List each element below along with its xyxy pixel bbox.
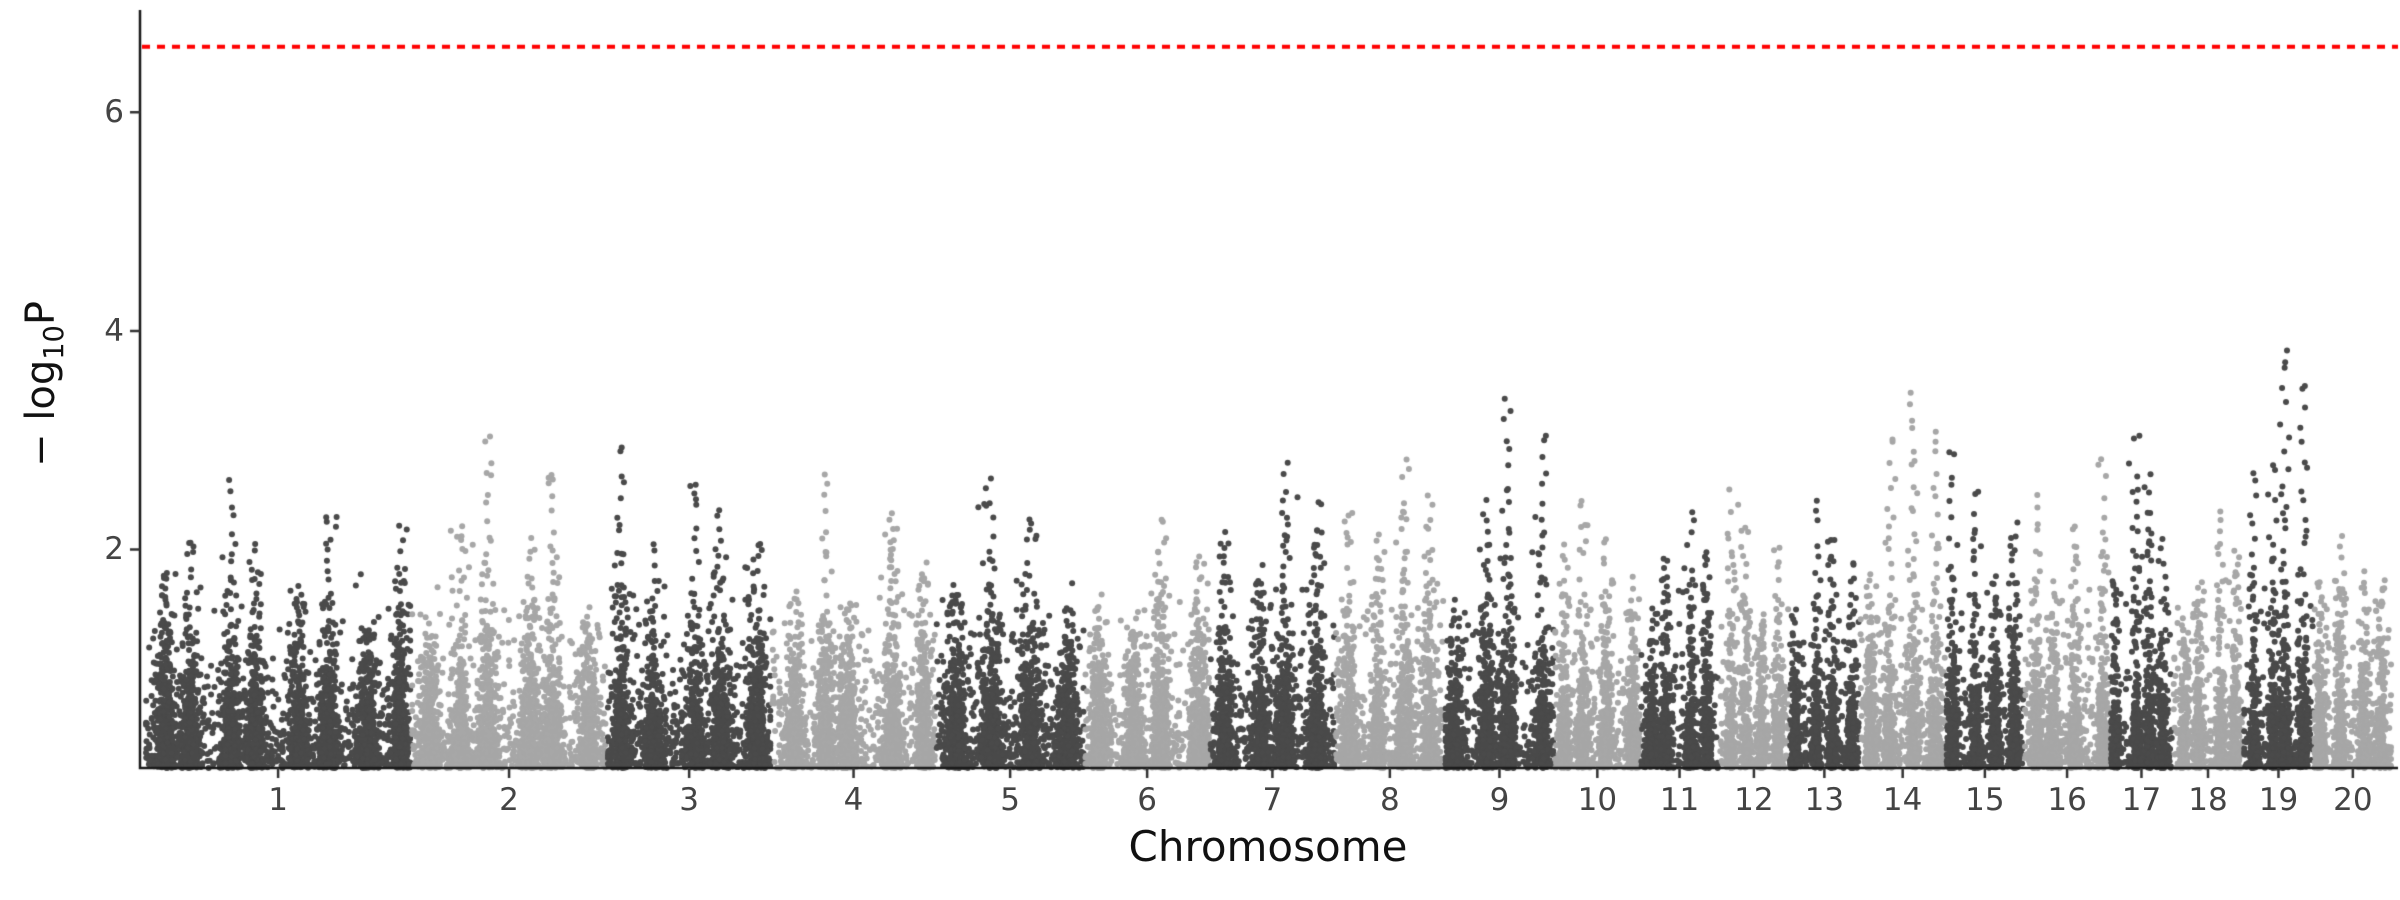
x-axis-label: Chromosome — [1128, 822, 1408, 871]
y-axis-label: − log10P — [18, 301, 70, 467]
y-axis-label-subscript: 10 — [39, 325, 70, 360]
y-axis-label-post: P — [18, 301, 64, 326]
y-axis-label-pre: − log — [18, 359, 64, 467]
